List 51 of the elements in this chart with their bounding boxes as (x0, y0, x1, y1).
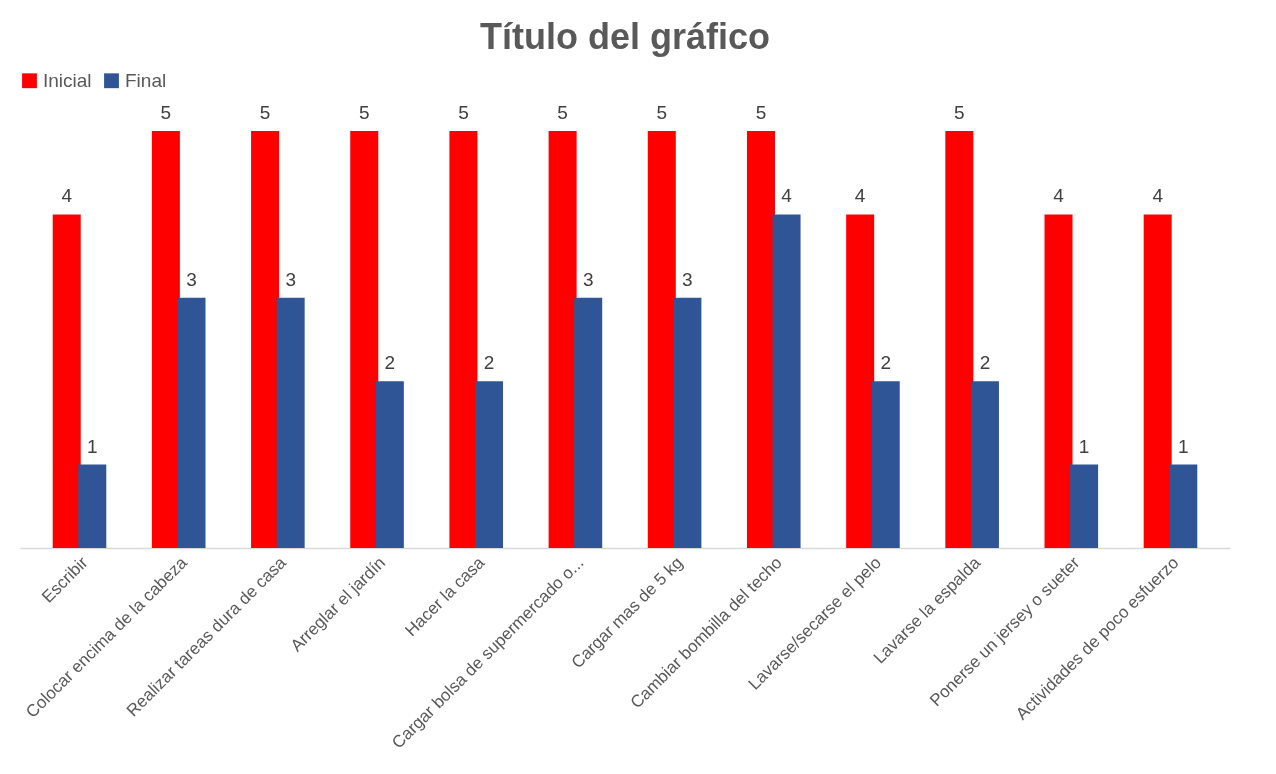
data-label: 4 (61, 185, 73, 207)
data-label: 3 (582, 268, 594, 290)
data-label: 1 (1178, 435, 1189, 457)
data-label: 5 (656, 102, 668, 123)
data-label: 5 (557, 102, 568, 123)
data-label: 5 (458, 102, 469, 123)
data-label: 4 (854, 185, 866, 207)
bar (52, 214, 81, 548)
bar (846, 214, 875, 548)
data-label: 4 (1053, 185, 1065, 207)
data-label: 5 (755, 102, 767, 123)
data-label: 2 (483, 352, 495, 374)
bar (1044, 214, 1073, 548)
bar (574, 297, 603, 548)
bar (375, 381, 404, 548)
data-label: 3 (285, 268, 296, 290)
chart-title: Título del gráfico (479, 16, 771, 57)
bar (647, 131, 676, 548)
bar (78, 464, 107, 548)
data-label: 2 (880, 352, 892, 374)
bar (251, 131, 280, 548)
data-label: 3 (186, 268, 197, 290)
bar (350, 131, 379, 548)
bar (177, 297, 206, 548)
data-label: 1 (1078, 435, 1090, 457)
bar (673, 297, 702, 548)
bar (945, 131, 974, 548)
bar (1143, 214, 1172, 548)
data-label: 5 (160, 102, 172, 123)
data-label: 3 (682, 268, 693, 290)
legend-label: Inicial (43, 69, 92, 91)
data-label: 1 (87, 435, 98, 457)
data-label: 5 (259, 102, 271, 123)
bar (548, 131, 577, 548)
legend-label: Final (125, 69, 167, 91)
bar (772, 214, 801, 548)
data-label: 2 (979, 352, 991, 374)
bar (1070, 464, 1099, 548)
bar (1169, 464, 1198, 548)
data-label: 4 (1152, 185, 1164, 207)
bar (746, 131, 775, 548)
bar (276, 297, 305, 548)
bar (970, 381, 999, 548)
bar (475, 381, 504, 548)
data-label: 5 (358, 102, 370, 123)
data-label: 5 (954, 102, 965, 123)
data-label: 2 (384, 352, 396, 374)
bar (151, 131, 180, 548)
bar (871, 381, 900, 548)
bar (449, 131, 478, 548)
data-label: 4 (781, 185, 793, 207)
